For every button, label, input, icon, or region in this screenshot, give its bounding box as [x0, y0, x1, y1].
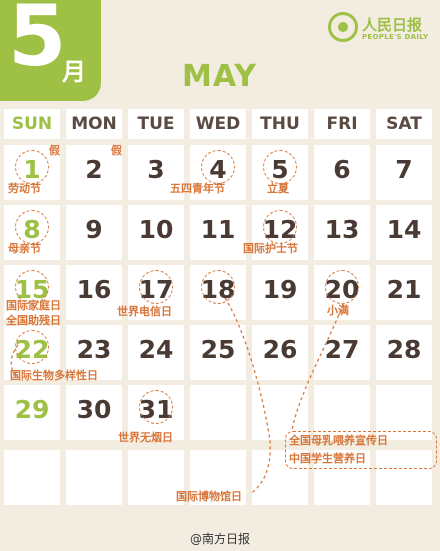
day-cell[interactable]: 10: [128, 205, 184, 260]
day-number: 16: [76, 275, 112, 304]
day-number: 29: [14, 395, 50, 424]
holiday-mark: 假: [111, 144, 122, 157]
day-cell[interactable]: 6: [314, 145, 370, 200]
day-cell[interactable]: 29: [4, 385, 60, 440]
highlight-circle: [139, 390, 173, 424]
day-cell[interactable]: 26: [252, 325, 308, 380]
note-student-nutrition-day: 中国学生营养日: [289, 452, 366, 465]
highlight-circle: [15, 270, 49, 304]
highlight-circle: [15, 150, 49, 184]
day-number: 27: [324, 335, 360, 364]
day-cell[interactable]: 21: [376, 265, 432, 320]
day-number: 9: [85, 215, 103, 244]
at-icon: [328, 12, 358, 42]
day-number: 28: [386, 335, 422, 364]
day-cell[interactable]: 24: [128, 325, 184, 380]
empty-cell: [376, 385, 432, 440]
day-number: 23: [76, 335, 112, 364]
highlight-circle: [201, 150, 235, 184]
day-number: 24: [138, 335, 174, 364]
day-cell[interactable]: 11: [190, 205, 246, 260]
day-number: 2: [85, 155, 103, 184]
empty-cell: [190, 385, 246, 440]
day-cell[interactable]: 25: [190, 325, 246, 380]
month-number: 5: [8, 0, 67, 85]
highlight-circle: [201, 270, 235, 304]
note-lixia: 立夏: [267, 182, 289, 195]
month-badge: 5 月: [0, 0, 101, 101]
empty-cell: [128, 450, 184, 505]
day-number: 13: [324, 215, 360, 244]
note-nurses-day: 国际护士节: [243, 242, 298, 255]
highlight-circle: [263, 210, 297, 244]
note-breastfeeding-day: 全国母乳喂养宣传日: [289, 434, 388, 447]
empty-cell: [314, 450, 370, 505]
day-cell[interactable]: 9: [66, 205, 122, 260]
day-number: 30: [76, 395, 112, 424]
peoples-daily-logo: 人民日报 PEOPLE'S DAILY: [328, 12, 434, 46]
day-cell[interactable]: 16: [66, 265, 122, 320]
note-disabled-day: 全国助残日: [6, 314, 61, 327]
day-cell[interactable]: 23: [66, 325, 122, 380]
day-number: 26: [262, 335, 298, 364]
day-number: 7: [395, 155, 413, 184]
note-xiaoman: 小满: [327, 304, 349, 317]
holiday-mark: 假: [49, 144, 60, 157]
weekday-tue: TUE: [128, 109, 184, 139]
highlight-circle: [15, 330, 49, 364]
day-number: 3: [147, 155, 165, 184]
empty-cell: [4, 450, 60, 505]
day-number: 14: [386, 215, 422, 244]
weekday-sat: SAT: [376, 109, 432, 139]
note-family-day: 国际家庭日: [6, 299, 61, 312]
day-cell[interactable]: 13: [314, 205, 370, 260]
highlight-circle: [139, 270, 173, 304]
weekday-thu: THU: [252, 109, 308, 139]
day-cell[interactable]: 14: [376, 205, 432, 260]
note-biodiversity-day: 国际生物多样性日: [10, 369, 98, 382]
weekday-sun: SUN: [4, 109, 60, 139]
highlight-circle: [325, 270, 359, 304]
note-no-tobacco-day: 世界无烟日: [118, 431, 173, 444]
annotation-box: [285, 431, 437, 469]
note-mothers-day: 母亲节: [8, 242, 41, 255]
note-museum-day: 国际博物馆日: [176, 490, 242, 503]
month-cn-label: 月: [62, 58, 86, 86]
day-number: 10: [138, 215, 174, 244]
day-number: 21: [386, 275, 422, 304]
day-cell[interactable]: 19: [252, 265, 308, 320]
logo-cn-text: 人民日报: [362, 16, 423, 34]
logo-en-text: PEOPLE'S DAILY: [362, 33, 429, 41]
weekday-mon: MON: [66, 109, 122, 139]
empty-cell: [376, 450, 432, 505]
empty-cell: [66, 450, 122, 505]
highlight-circle: [263, 150, 297, 184]
weekday-wed: WED: [190, 109, 246, 139]
day-cell[interactable]: 7: [376, 145, 432, 200]
month-en-title: MAY: [182, 59, 257, 94]
note-labor-day: 劳动节: [8, 182, 41, 195]
day-cell[interactable]: 3: [128, 145, 184, 200]
footer-credit: @南方日报: [189, 532, 250, 546]
day-cell[interactable]: 2: [66, 145, 122, 200]
day-number: 6: [333, 155, 351, 184]
day-cell[interactable]: 30: [66, 385, 122, 440]
day-cell[interactable]: 27: [314, 325, 370, 380]
day-number: 25: [200, 335, 236, 364]
day-number: 19: [262, 275, 298, 304]
weekday-header: SUN MON TUE WED THU FRI SAT: [0, 109, 440, 139]
weekday-fri: FRI: [314, 109, 370, 139]
highlight-circle: [15, 210, 49, 244]
note-youth-day: 五四青年节: [170, 182, 225, 195]
day-cell[interactable]: 28: [376, 325, 432, 380]
day-number: 11: [200, 215, 236, 244]
note-telecom-day: 世界电信日: [117, 305, 172, 318]
